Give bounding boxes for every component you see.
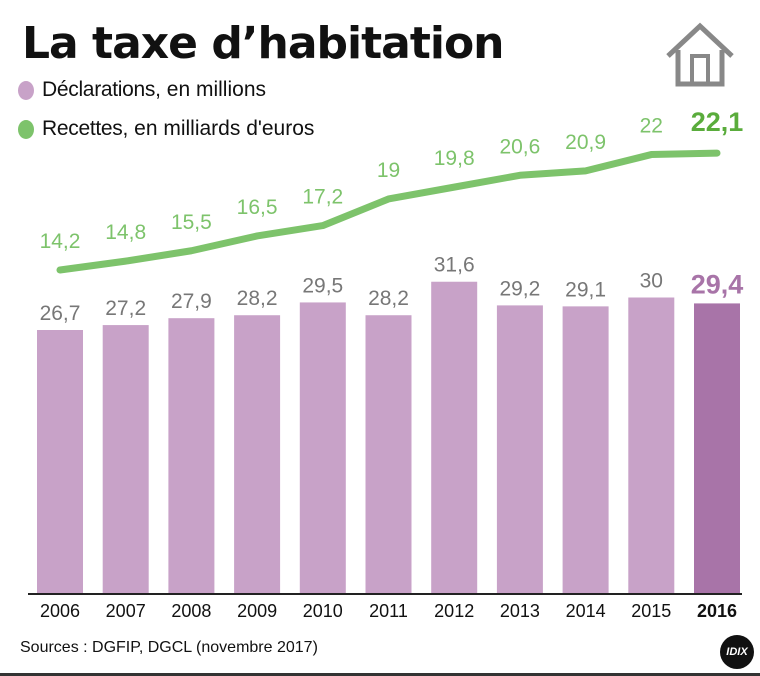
- bar-label-2008: 27,9: [171, 290, 212, 313]
- legend-dot: [18, 80, 34, 100]
- bottom-border: [0, 673, 760, 676]
- bar-label-2007: 27,2: [105, 297, 146, 320]
- line-label-2016: 22,1: [691, 107, 744, 137]
- x-tick-2007: 2007: [106, 601, 146, 621]
- bar-label-2006: 26,7: [40, 302, 81, 325]
- legend-label: , en millions: [155, 78, 267, 101]
- chart-title: La taxe d’habitation: [22, 18, 505, 69]
- line-recettes: [56, 149, 721, 274]
- bar-2016: [694, 303, 740, 593]
- legend-item-recettes: Recettes, en milliards d'euros: [18, 117, 314, 141]
- x-tick-2016: 2016: [697, 601, 737, 621]
- line-label-2007: 14,8: [105, 221, 146, 244]
- line-label-2011: 19: [377, 159, 400, 182]
- line-label-2014: 20,9: [565, 131, 606, 154]
- bar-2015: [628, 297, 675, 593]
- x-tick-2009: 2009: [237, 601, 277, 621]
- legend-label: , en milliards d'euros: [122, 117, 315, 140]
- line-label-2012: 19,8: [434, 147, 475, 170]
- line-label-2006: 14,2: [40, 230, 81, 253]
- bar-label-2012: 31,6: [434, 254, 475, 277]
- bar-2010: [299, 302, 346, 593]
- x-tick-2011: 2011: [369, 601, 408, 621]
- source-note: Sources : DGFIP, DGCL (novembre 2017): [20, 639, 318, 656]
- bar-label-2010: 29,5: [302, 274, 343, 297]
- line-label-2013: 20,6: [499, 135, 540, 158]
- line-label-2008: 15,5: [171, 211, 212, 234]
- x-tick-2015: 2015: [631, 601, 671, 621]
- x-tick-2010: 2010: [303, 601, 343, 621]
- bar-2007: [102, 325, 149, 593]
- bar-label-2009: 28,2: [237, 287, 278, 310]
- bar-2011: [365, 315, 412, 593]
- line-label-2009: 16,5: [237, 196, 278, 219]
- x-tick-2006: 2006: [40, 601, 80, 621]
- bar-2008: [168, 318, 215, 593]
- x-tick-2008: 2008: [171, 601, 211, 621]
- bar-label-2015: 30: [640, 270, 663, 293]
- x-tick-2012: 2012: [434, 601, 474, 621]
- bar-label-2011: 28,2: [368, 287, 409, 310]
- x-tick-2013: 2013: [500, 601, 540, 621]
- bar-2012: [431, 281, 478, 593]
- line-label-2015: 22: [640, 115, 663, 138]
- legend-item-declarations: Déclarations, en millions: [18, 78, 266, 102]
- bar-2014: [562, 306, 609, 593]
- x-tick-2014: 2014: [566, 601, 606, 621]
- line-label-2010: 17,2: [302, 186, 343, 209]
- legend-label-bold: Déclarations: [42, 78, 156, 101]
- legend-label-bold: Recettes: [42, 117, 123, 140]
- bar-label-2014: 29,1: [565, 278, 606, 301]
- bar-2009: [234, 315, 281, 593]
- bar-label-2013: 29,2: [499, 277, 540, 300]
- bar-2006: [37, 330, 83, 593]
- bar-2013: [496, 305, 543, 593]
- idix-logo: IDIX: [720, 635, 754, 669]
- house-icon: [666, 22, 734, 87]
- bar-label-2016: 29,4: [691, 269, 744, 299]
- legend-dot: [18, 119, 34, 139]
